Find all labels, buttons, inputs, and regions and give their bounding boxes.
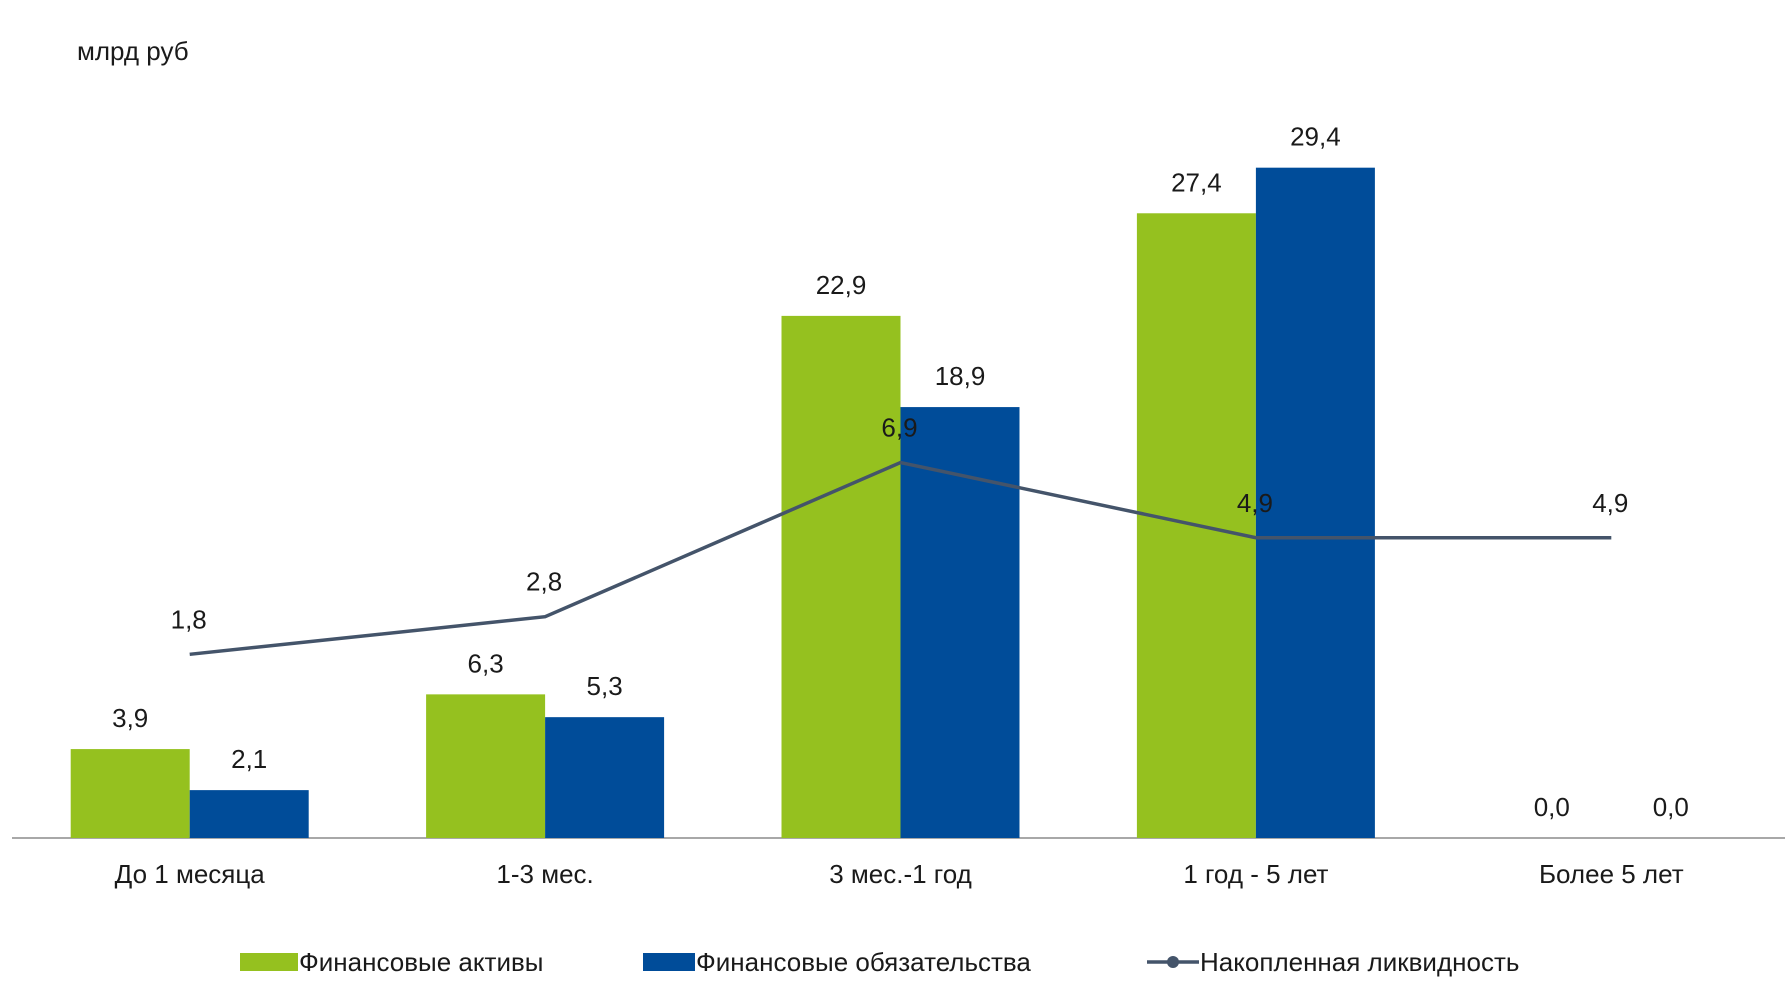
data-label-liquidity-1: 2,8: [526, 567, 562, 597]
x-tick-label-2: 3 мес.-1 год: [829, 859, 972, 889]
bar-liabilities-2: [901, 407, 1020, 838]
bar-assets-0: [71, 749, 190, 838]
data-label-liabilities-3: 29,4: [1290, 122, 1341, 152]
data-label-liabilities-0: 2,1: [231, 744, 267, 774]
data-label-assets-2: 22,9: [816, 270, 867, 300]
bar-assets-1: [426, 694, 545, 838]
legend-label-2: Накопленная ликвидность: [1200, 947, 1519, 977]
data-label-liquidity-0: 1,8: [171, 604, 207, 634]
bar-liabilities-3: [1256, 168, 1375, 838]
data-label-assets-0: 3,9: [112, 703, 148, 733]
legend-label-1: Финансовые обязательства: [696, 947, 1031, 977]
x-tick-labels: До 1 месяца 1-3 мес. 3 мес.-1 год 1 год - 5…: [115, 859, 1684, 889]
unit-label: млрд руб: [77, 36, 189, 66]
data-label-liabilities-1: 5,3: [587, 671, 623, 701]
data-label-liquidity-3: 4,9: [1237, 488, 1273, 518]
bar-assets-2: [782, 316, 901, 838]
legend-label-0: Финансовые активы: [299, 947, 543, 977]
data-label-liquidity-2: 6,9: [881, 413, 917, 443]
bar-liabilities-0: [190, 790, 309, 838]
legend: Финансовые активы Финансовые обязательств…: [240, 947, 1519, 977]
data-label-liquidity-4: 4,9: [1592, 488, 1628, 518]
data-label-liabilities-2: 18,9: [935, 361, 986, 391]
legend-swatch-0: [240, 953, 298, 971]
x-tick-label-3: 1 год - 5 лет: [1183, 859, 1328, 889]
data-label-assets-4: 0,0: [1534, 792, 1570, 822]
data-label-assets-1: 6,3: [468, 648, 504, 678]
x-tick-label-0: До 1 месяца: [115, 859, 266, 889]
data-label-assets-3: 27,4: [1171, 167, 1222, 197]
legend-swatch-1: [643, 953, 695, 971]
x-tick-label-1: 1-3 мес.: [496, 859, 593, 889]
x-tick-label-4: Более 5 лет: [1539, 859, 1684, 889]
legend-swatch-marker-2: [1167, 956, 1179, 968]
data-label-liabilities-4: 0,0: [1653, 792, 1689, 822]
bar-liabilities-1: [545, 717, 664, 838]
